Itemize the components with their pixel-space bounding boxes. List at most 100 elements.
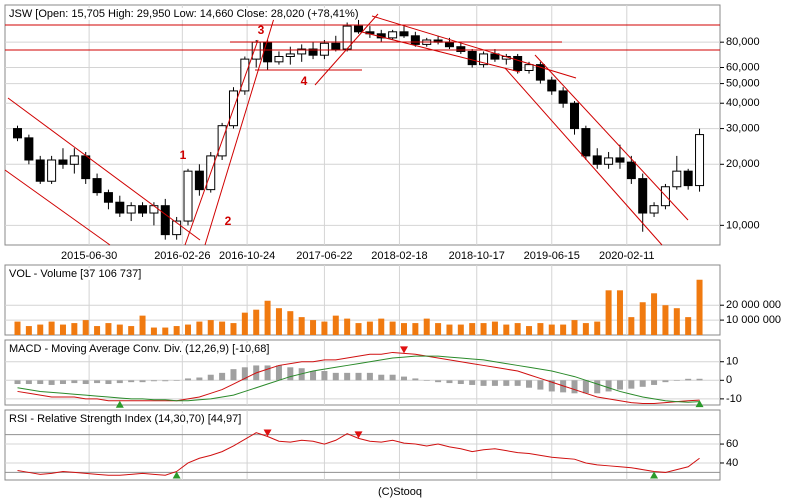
trend-line xyxy=(314,13,379,86)
candle-body xyxy=(558,90,568,104)
candle-body xyxy=(672,170,682,188)
panel-title-bg xyxy=(7,412,244,425)
histogram-bar xyxy=(48,380,55,385)
bar xyxy=(400,323,407,335)
candle-body xyxy=(479,53,489,66)
series-line xyxy=(17,432,700,476)
histogram-bar xyxy=(378,374,385,381)
histogram-bar xyxy=(321,371,328,381)
candle-body xyxy=(172,220,182,236)
x-tick-label: 2019-06-15 xyxy=(524,250,580,262)
histogram-bar xyxy=(685,378,692,381)
panel xyxy=(5,265,720,335)
histogram-bar xyxy=(605,380,612,392)
histogram-bar xyxy=(82,380,89,385)
histogram-bar xyxy=(275,365,282,381)
histogram-bar xyxy=(71,380,78,384)
panel xyxy=(5,410,720,480)
bar xyxy=(116,324,123,335)
panel-frame xyxy=(4,4,721,246)
bar xyxy=(435,323,442,335)
histogram-bar xyxy=(639,380,646,387)
histogram-bar xyxy=(503,380,510,386)
histogram-bar xyxy=(548,380,555,392)
histogram-bar xyxy=(207,374,214,381)
histogram-bar xyxy=(241,367,248,381)
panel-title: VOL - Volume [37 106 737] xyxy=(9,268,141,280)
bar xyxy=(469,323,476,335)
bar xyxy=(628,317,635,335)
y-tick-label: 40 xyxy=(726,457,738,469)
candle-body xyxy=(183,170,193,222)
histogram-bar xyxy=(230,369,237,381)
bar xyxy=(264,300,271,335)
histogram-bar xyxy=(400,376,407,381)
histogram-bar xyxy=(423,380,430,381)
bar xyxy=(310,320,317,335)
histogram-bar xyxy=(14,380,21,385)
bar xyxy=(662,305,669,335)
candle-body xyxy=(695,134,705,187)
histogram-bar xyxy=(628,380,635,389)
histogram-bar xyxy=(94,380,101,384)
bar xyxy=(71,323,78,335)
candle-body xyxy=(626,161,636,180)
y-tick-label: -10 xyxy=(726,393,742,405)
bar xyxy=(48,321,55,335)
bar xyxy=(321,321,328,335)
bar xyxy=(480,323,487,335)
y-tick-label: 10 xyxy=(726,356,738,368)
trend-line xyxy=(7,97,201,241)
candle-body xyxy=(524,64,534,71)
candle-body xyxy=(274,55,284,63)
panel xyxy=(5,340,720,405)
histogram-bar xyxy=(412,378,419,381)
histogram-bar xyxy=(173,380,180,381)
bar xyxy=(605,290,612,335)
bar xyxy=(207,320,214,335)
candle-body xyxy=(354,25,364,33)
candle-body xyxy=(308,48,318,56)
bar xyxy=(287,311,294,335)
histogram-bar xyxy=(287,367,294,381)
histogram-bar xyxy=(582,380,589,394)
bar xyxy=(196,321,203,335)
histogram-bar xyxy=(264,365,271,381)
candle-body xyxy=(592,155,602,165)
y-tick-label: 60 xyxy=(726,438,738,450)
histogram-bar xyxy=(480,380,487,386)
candle-body xyxy=(69,155,79,165)
bar xyxy=(253,309,260,335)
bar xyxy=(59,324,66,335)
signal-marker xyxy=(263,429,272,437)
bar xyxy=(457,324,464,335)
bar xyxy=(651,293,658,335)
trend-line xyxy=(204,14,276,246)
candle-body xyxy=(263,41,273,63)
histogram-bar xyxy=(457,380,464,385)
histogram-bar xyxy=(446,380,453,384)
bar xyxy=(412,323,419,335)
candle-body xyxy=(410,35,420,45)
panel-title-bg xyxy=(7,7,361,20)
bar xyxy=(548,324,555,335)
candle-body xyxy=(535,64,545,81)
bar xyxy=(491,321,498,335)
bar xyxy=(571,320,578,335)
bar xyxy=(594,321,601,335)
signal-marker xyxy=(172,471,181,479)
bar xyxy=(241,312,248,335)
candle-body xyxy=(35,159,45,182)
annotation: 1 xyxy=(180,148,187,162)
candle-body xyxy=(331,42,341,50)
histogram-bar xyxy=(116,380,123,384)
bar xyxy=(526,326,533,335)
x-tick-label: 2016-02-26 xyxy=(154,250,210,262)
histogram-bar xyxy=(332,372,339,381)
histogram-bar xyxy=(37,380,44,385)
histogram-bar xyxy=(616,380,623,390)
footer: (C)Stooq xyxy=(378,486,422,498)
histogram-bar xyxy=(366,372,373,381)
histogram-bar xyxy=(310,371,317,381)
